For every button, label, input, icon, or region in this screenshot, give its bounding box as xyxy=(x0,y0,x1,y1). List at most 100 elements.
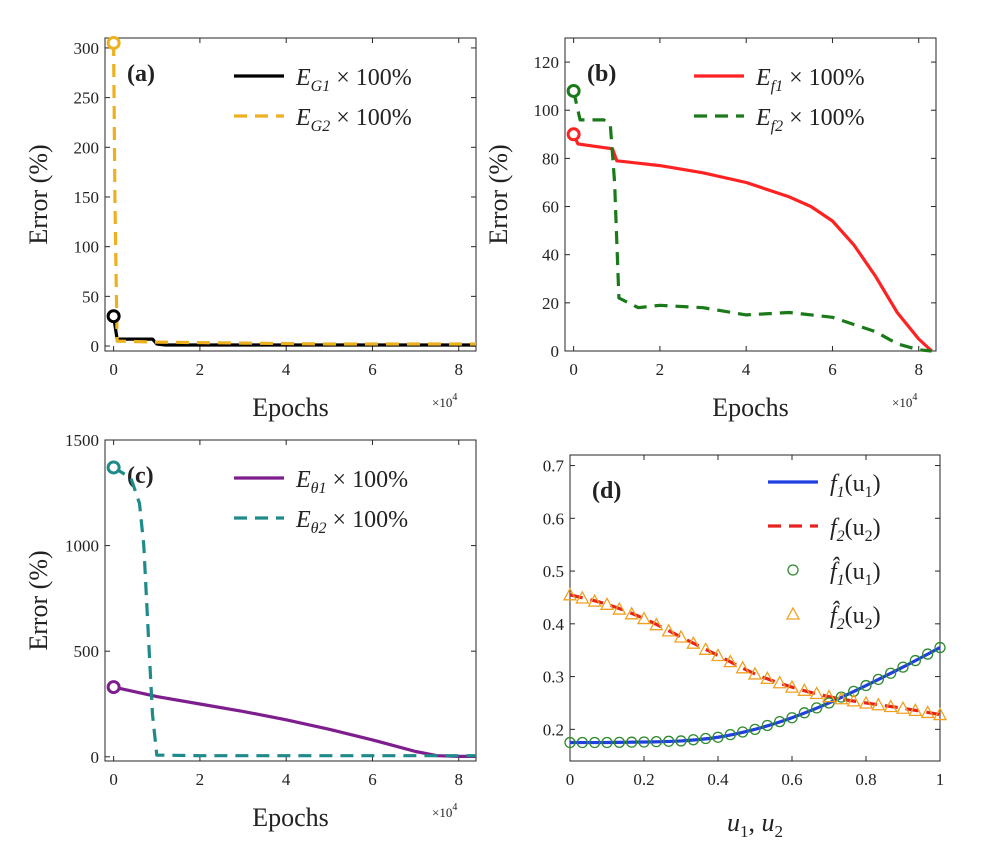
y-tick-label: 0.5 xyxy=(543,562,564,581)
marker-triangle xyxy=(895,700,911,714)
x-tick-label: 2 xyxy=(196,770,205,789)
panel-label: (c) xyxy=(127,463,154,489)
series-line-1 xyxy=(113,685,476,758)
marker-circle xyxy=(811,702,823,714)
marker-triangle xyxy=(673,629,689,643)
legend-label: f1(u1) xyxy=(830,471,881,501)
start-marker xyxy=(566,83,581,98)
marker-triangle xyxy=(612,601,627,615)
marker-triangle xyxy=(723,654,738,668)
x-tick-label: 0 xyxy=(109,360,118,379)
x-tick-label: 2 xyxy=(196,360,205,379)
legend-label: f̂2(u2) xyxy=(830,601,881,633)
legend-label: Eθ1 × 100% xyxy=(295,467,408,497)
marker-circle xyxy=(576,736,588,749)
y-tick-label: 0.2 xyxy=(543,720,564,739)
legend-label: f̂1(u1) xyxy=(830,557,881,589)
x-tick-label: 0 xyxy=(569,360,578,379)
x-tick-label: 4 xyxy=(282,360,291,379)
legend-swatch xyxy=(787,564,799,576)
axes-box xyxy=(564,37,937,352)
x-tick-label: 8 xyxy=(454,360,463,379)
start-marker xyxy=(566,127,581,142)
y-tick-label: 150 xyxy=(74,188,100,207)
marker-triangle xyxy=(636,611,652,625)
marker-triangle xyxy=(920,705,935,719)
start-marker xyxy=(106,680,121,695)
x-axis-label: Epochs xyxy=(252,803,329,832)
series-line-2 xyxy=(569,593,941,717)
marker-circle xyxy=(663,735,675,747)
marker-circle xyxy=(737,726,749,738)
marker-circle xyxy=(934,641,946,654)
y-tick-label: 80 xyxy=(542,149,559,168)
y-axis-label: Error (%) xyxy=(484,144,513,244)
y-tick-label: 0.7 xyxy=(543,457,565,476)
marker-circle xyxy=(786,712,798,724)
y-tick-label: 40 xyxy=(542,246,559,265)
series-line-2 xyxy=(112,42,476,346)
y-tick-label: 0 xyxy=(91,748,100,767)
y-tick-label: 100 xyxy=(534,101,560,120)
axes-box xyxy=(104,439,477,762)
marker-triangle xyxy=(747,666,763,680)
marker-circle xyxy=(922,648,934,660)
series-line-2 xyxy=(112,466,476,758)
x-tick-label: 0.8 xyxy=(855,770,876,789)
x-tick-label: 4 xyxy=(282,770,291,789)
y-tick-label: 1000 xyxy=(65,537,99,556)
y-axis-label: Error (%) xyxy=(24,144,53,244)
marker-triangle xyxy=(932,707,948,721)
marker-triangle xyxy=(809,686,824,700)
x-tick-label: 8 xyxy=(454,770,463,789)
marker-triangle xyxy=(649,617,664,631)
y-tick-label: 20 xyxy=(542,294,559,313)
legend-label: Ef2 × 100% xyxy=(755,105,865,135)
marker-circle xyxy=(823,697,835,709)
legend-label: Ef1 × 100% xyxy=(755,65,865,95)
panel-label: (a) xyxy=(127,61,155,87)
marker-circle xyxy=(626,736,638,748)
marker-triangle xyxy=(661,623,676,637)
marker-circle xyxy=(885,667,897,679)
marker-circle xyxy=(909,654,921,667)
x-tick-label: 0 xyxy=(566,770,575,789)
marker-triangle xyxy=(883,699,898,713)
marker-circle xyxy=(724,728,736,741)
marker-triangle xyxy=(772,675,787,689)
x-axis-label: Epochs xyxy=(252,393,329,422)
y-tick-label: 100 xyxy=(74,238,100,257)
x-tick-label: 6 xyxy=(368,770,377,789)
marker-circle xyxy=(860,679,872,692)
marker-triangle xyxy=(735,660,750,674)
x-tick-label: 1 xyxy=(936,770,945,789)
series-line-2 xyxy=(572,90,932,353)
x-tick-label: 8 xyxy=(914,360,923,379)
marker-triangle xyxy=(821,689,837,703)
panel-a: 0 2 4 6 8 0 50 100 150 200 250 300 Epochs Error (%) ×1… xyxy=(24,35,477,422)
x-tick-label: 4 xyxy=(742,360,751,379)
y-tick-label: 60 xyxy=(542,198,559,217)
marker-circle xyxy=(564,736,576,749)
panel-label: (d) xyxy=(592,478,621,504)
marker-circle xyxy=(774,715,786,728)
marker-triangle xyxy=(908,702,923,717)
x-tick-label: 6 xyxy=(368,360,377,379)
marker-circle xyxy=(848,685,860,698)
x-tick-label: 2 xyxy=(656,360,665,379)
marker-triangle xyxy=(858,695,874,709)
series-line-1 xyxy=(572,133,933,353)
x-multiplier-label: ×104 xyxy=(432,392,457,410)
x-tick-label: 6 xyxy=(828,360,837,379)
start-marker xyxy=(106,460,121,475)
marker-circle xyxy=(798,707,810,719)
marker-circle xyxy=(749,723,761,735)
start-marker xyxy=(106,35,121,50)
marker-triangle xyxy=(834,691,849,705)
marker-triangle xyxy=(698,641,713,655)
x-multiplier-label: ×104 xyxy=(432,802,457,820)
x-axis-label: Epochs xyxy=(712,393,789,422)
marker-circle xyxy=(712,731,724,743)
